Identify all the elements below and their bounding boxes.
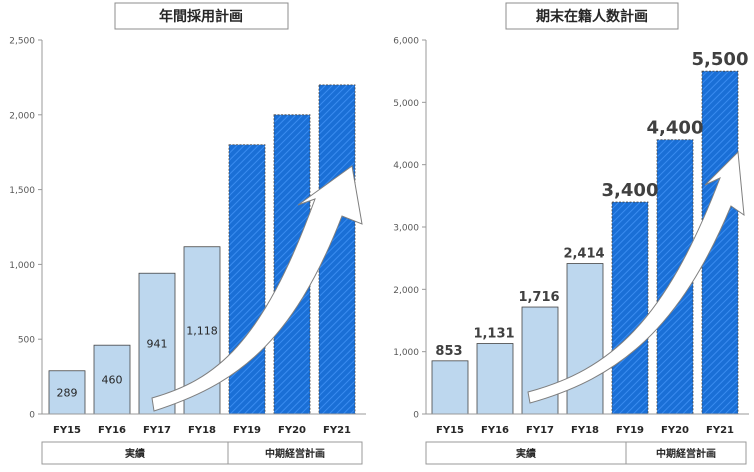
y-axis: 0 1,000 2,000 3,000 4,000 5,000 6,000 — [393, 37, 427, 421]
x-tick-label: FY20 — [661, 425, 689, 436]
group-bracket-box — [425, 441, 747, 465]
growth-arrow — [151, 165, 363, 412]
x-tick-label: FY19 — [233, 425, 261, 436]
y-tick-label: 500 — [18, 336, 35, 346]
data-labels: 289 460 941 1,118 — [57, 324, 218, 399]
bar — [431, 360, 469, 415]
x-axis: FY15 FY16 FY17 FY18 FY19 FY20 FY21 — [42, 413, 366, 436]
data-label: 1,131 — [473, 327, 514, 342]
x-tick-label: FY19 — [616, 425, 644, 436]
chart-title-box — [505, 2, 679, 30]
y-tick-label: 4,000 — [393, 161, 419, 171]
x-tick-label: FY16 — [481, 425, 509, 436]
data-label: 460 — [102, 374, 123, 387]
y-tick-label: 0 — [413, 411, 419, 421]
group-bracket-box — [41, 441, 363, 465]
bar — [476, 343, 514, 415]
group-label-plan: 中期経営計画 — [656, 447, 716, 460]
y-tick-label: 3,000 — [393, 224, 419, 234]
y-axis: 0 500 1,000 1,500 2,000 2,500 — [9, 37, 43, 421]
x-tick-label: FY18 — [571, 425, 599, 436]
y-tick-label: 2,500 — [9, 37, 35, 47]
x-tick-label: FY18 — [188, 425, 216, 436]
x-tick-label: FY15 — [53, 425, 81, 436]
x-tick-label: FY21 — [323, 425, 351, 436]
chart-headcount-plan: 期末在籍人数計画 0 1,000 2,000 3,000 4,000 5,000 6,000… — [393, 2, 749, 465]
data-label: 941 — [147, 338, 168, 351]
group-label-actual: 実績 — [516, 447, 536, 460]
x-axis: FY15 FY16 FY17 FY18 FY19 FY20 FY21 — [426, 413, 749, 436]
chart-title-box — [114, 2, 289, 30]
growth-arrow — [527, 150, 745, 404]
data-label: 3,400 — [602, 180, 659, 201]
y-tick-label: 6,000 — [393, 37, 419, 47]
group-label-plan: 中期経営計画 — [265, 447, 325, 460]
y-tick-label: 5,000 — [393, 99, 419, 109]
chart-hiring-plan: 年間採用計画 0 500 1,000 1,500 2,000 2,500 289 460 94… — [9, 2, 366, 465]
bars — [48, 84, 356, 415]
chart-title: 年間採用計画 — [159, 8, 243, 25]
data-label: 289 — [57, 386, 78, 399]
x-tick-label: FY16 — [98, 425, 126, 436]
y-tick-label: 1,500 — [9, 186, 35, 196]
x-tick-label: FY20 — [278, 425, 306, 436]
data-label: 853 — [435, 344, 462, 359]
y-tick-label: 1,000 — [393, 348, 419, 358]
y-tick-label: 1,000 — [9, 261, 35, 271]
data-label: 1,118 — [186, 324, 218, 337]
group-bracket: 実績 中期経営計画 — [41, 441, 363, 465]
bar — [566, 263, 604, 415]
bar — [93, 344, 131, 415]
x-tick-label: FY17 — [143, 425, 171, 436]
data-label: 5,500 — [692, 49, 749, 70]
y-tick-label: 2,000 — [9, 111, 35, 121]
group-label-actual: 実績 — [125, 447, 145, 460]
data-labels: 853 1,131 1,716 2,414 3,400 4,400 5,500 — [435, 49, 748, 359]
bar — [228, 144, 266, 415]
bar — [48, 370, 86, 415]
data-label: 4,400 — [647, 118, 704, 139]
data-label: 1,716 — [518, 290, 559, 305]
chart-title: 期末在籍人数計画 — [536, 8, 648, 25]
x-tick-label: FY15 — [436, 425, 464, 436]
bar — [611, 201, 649, 415]
x-tick-label: FY21 — [706, 425, 734, 436]
y-tick-label: 0 — [29, 411, 35, 421]
bar — [138, 272, 176, 415]
group-bracket: 実績 中期経営計画 — [425, 441, 747, 465]
y-tick-label: 2,000 — [393, 286, 419, 296]
data-label: 2,414 — [563, 247, 604, 262]
x-tick-label: FY17 — [526, 425, 554, 436]
